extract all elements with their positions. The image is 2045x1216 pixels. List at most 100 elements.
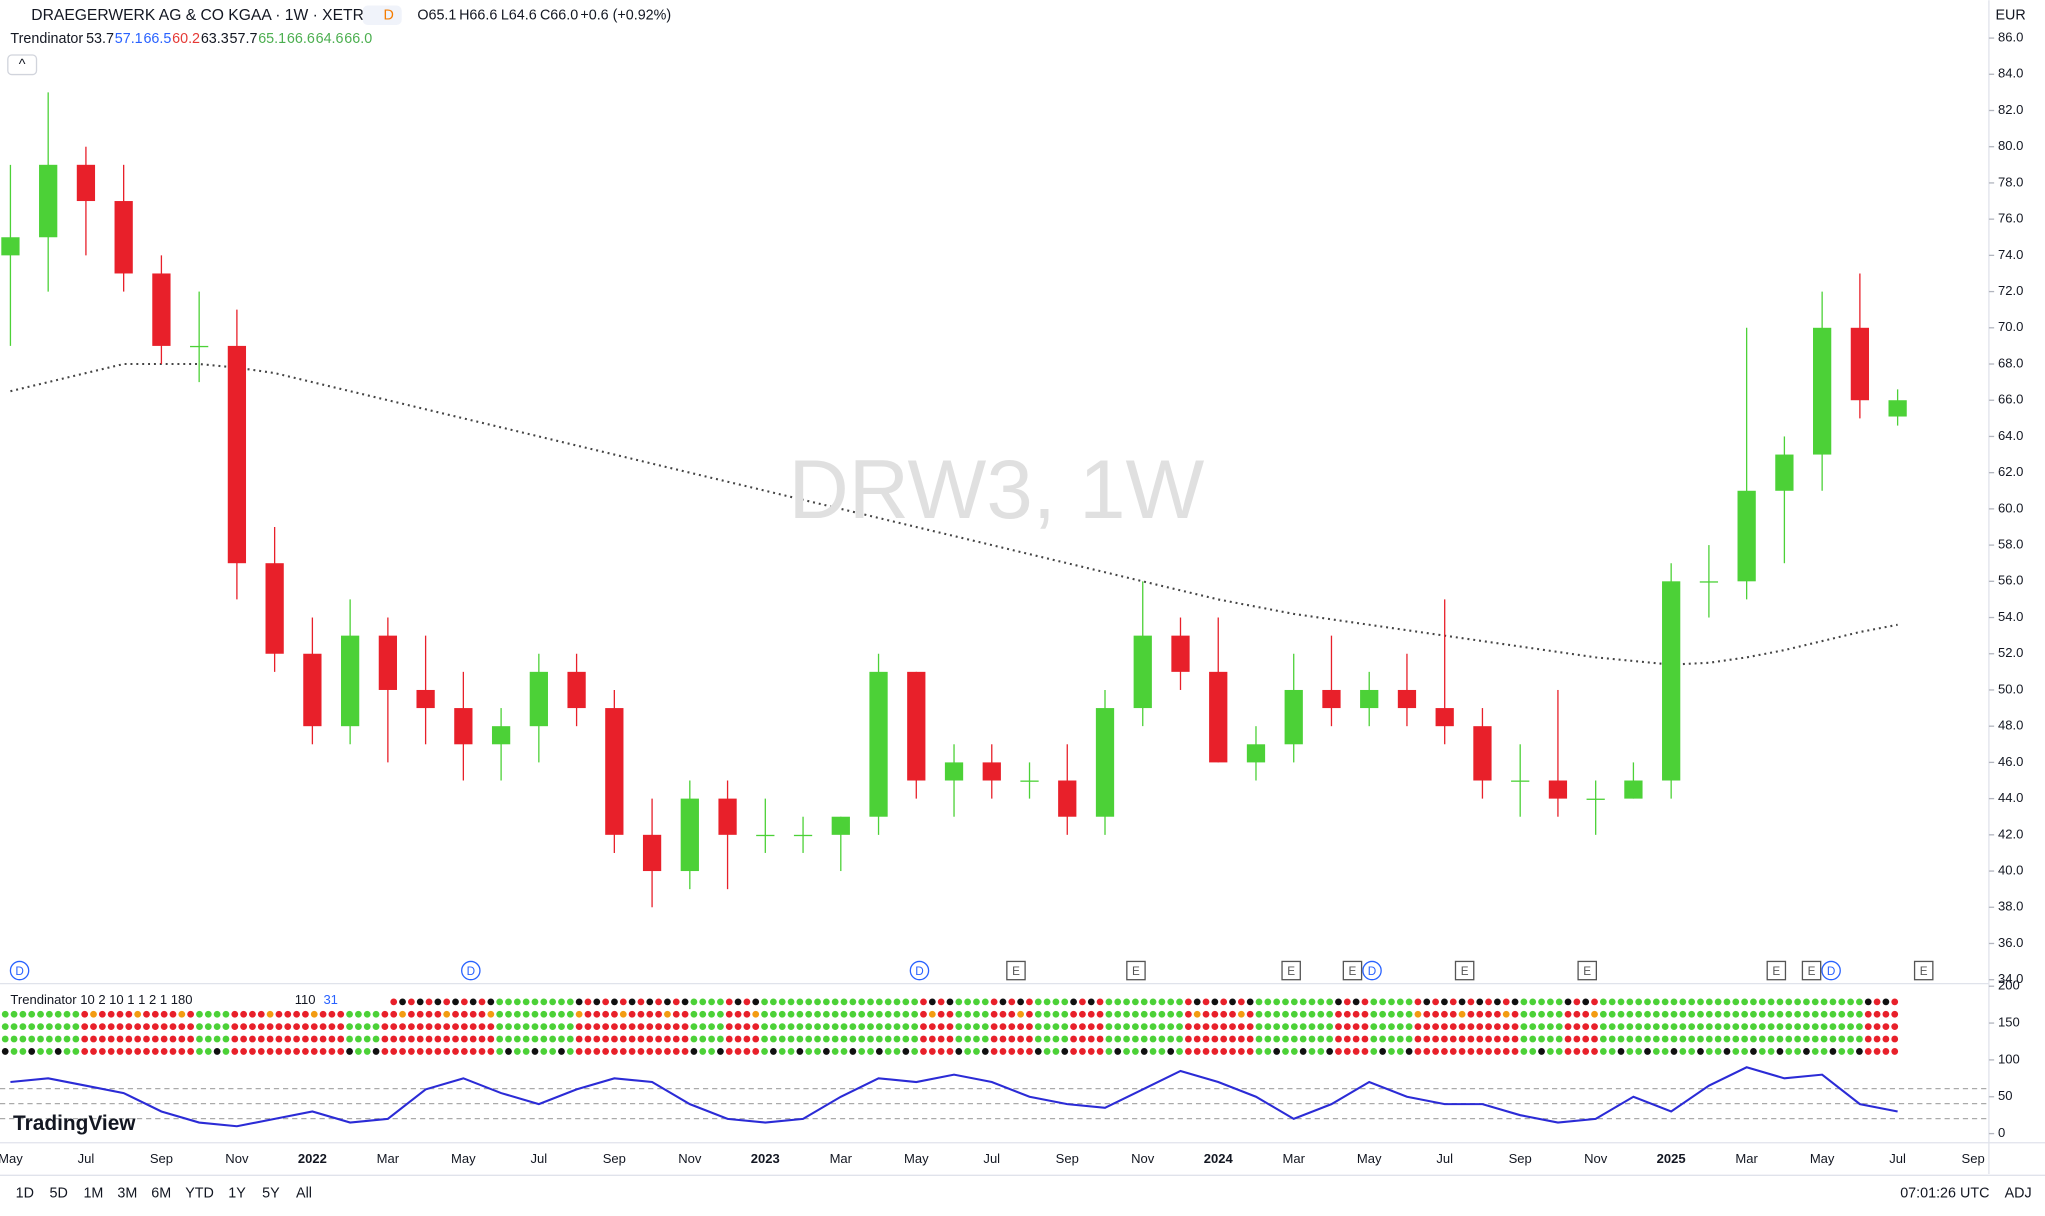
- trend-dot: [593, 1023, 601, 1031]
- trend-dot: [566, 1023, 574, 1031]
- trend-dot: [1449, 1010, 1457, 1018]
- trend-dot: [1379, 1010, 1387, 1018]
- trend-dot: [1697, 998, 1704, 1006]
- range-button[interactable]: 3M: [117, 1185, 137, 1201]
- trend-dot: [1856, 1048, 1863, 1055]
- trend-dot: [45, 1023, 53, 1031]
- collapse-button[interactable]: [7, 54, 38, 76]
- trend-dot: [1282, 1023, 1289, 1031]
- ohlc-high: H66.6: [459, 8, 497, 24]
- trend-dot: [1811, 1023, 1819, 1031]
- trend-dot: [575, 1035, 583, 1043]
- trend-dot: [814, 1048, 821, 1055]
- candle-body: [1322, 689, 1341, 709]
- range-button[interactable]: 1M: [83, 1185, 103, 1201]
- candle-body: [1, 237, 20, 256]
- trend-dot: [1105, 1023, 1113, 1031]
- trend-dot: [858, 1010, 866, 1018]
- adj-button[interactable]: ADJ: [2005, 1185, 2032, 1201]
- trend-dot: [1043, 998, 1051, 1006]
- trend-dot: [1308, 1035, 1316, 1043]
- trend-dot: [928, 1023, 936, 1031]
- trend-dot: [1741, 1048, 1749, 1055]
- trend-dot: [98, 1023, 106, 1031]
- trend-dot: [743, 1023, 751, 1031]
- candle-body: [76, 164, 96, 202]
- trend-dot: [990, 998, 998, 1006]
- trend-dot: [1370, 1048, 1378, 1055]
- trend-dot: [478, 1010, 486, 1018]
- trend-dot: [1114, 1048, 1122, 1055]
- trend-dot: [1644, 1035, 1651, 1043]
- trend-dot: [496, 1035, 504, 1043]
- trend-dot: [1326, 1048, 1334, 1055]
- trend-dot: [778, 1023, 786, 1031]
- trend-dot: [955, 1048, 963, 1055]
- trend-dot: [1132, 1023, 1139, 1031]
- trend-dot: [1644, 1023, 1651, 1031]
- trend-dot: [1361, 1048, 1369, 1055]
- trend-dot: [1670, 1048, 1678, 1055]
- range-button[interactable]: 5D: [50, 1185, 68, 1201]
- y-tick-label: 48.0: [1998, 718, 2023, 733]
- trend-dot: [646, 1048, 654, 1055]
- trend-dot: [1202, 998, 1210, 1006]
- trend-dot: [1140, 998, 1148, 1006]
- trend-dot: [946, 1023, 954, 1031]
- trend-dot: [893, 1010, 901, 1018]
- trend-dot: [1688, 998, 1696, 1006]
- range-button[interactable]: 1D: [16, 1185, 34, 1201]
- x-tick-label: 2022: [298, 1151, 327, 1166]
- trend-dot: [540, 1048, 548, 1055]
- range-button[interactable]: 6M: [151, 1185, 171, 1201]
- trend-dot: [646, 1035, 654, 1043]
- trend-dot: [1264, 998, 1272, 1006]
- trend-dot: [1343, 998, 1351, 1006]
- range-button[interactable]: 1Y: [228, 1185, 246, 1201]
- trend-dot: [434, 1010, 442, 1018]
- trend-dot: [1864, 1010, 1872, 1018]
- trend-dot: [1546, 1048, 1554, 1055]
- trend-dot: [310, 1035, 318, 1043]
- trend-dot: [911, 1035, 919, 1043]
- trend-dot: [134, 1010, 142, 1018]
- range-button[interactable]: 5Y: [262, 1185, 280, 1201]
- trend-dot: [81, 1023, 89, 1031]
- trend-dot: [522, 1035, 530, 1043]
- trend-dot: [725, 1035, 733, 1043]
- range-button[interactable]: YTD: [185, 1185, 214, 1201]
- trend-dot: [1335, 998, 1342, 1006]
- trend-dot: [884, 998, 892, 1006]
- trend-dot: [1352, 1010, 1360, 1018]
- trend-dot: [973, 1023, 980, 1031]
- legend-value: 64.6: [316, 31, 344, 47]
- trend-dot: [143, 1023, 150, 1031]
- trend-dot: [1758, 998, 1766, 1006]
- trend-dot: [1697, 1035, 1704, 1043]
- trend-dot: [381, 1035, 389, 1043]
- trend-dot: [1176, 998, 1183, 1006]
- trend-dot: [1343, 1023, 1351, 1031]
- trend-dot: [178, 1035, 186, 1043]
- trend-dot: [390, 1048, 398, 1055]
- trend-dot: [63, 1048, 71, 1055]
- trend-dot: [1538, 1023, 1545, 1031]
- osc-title: Trendinator 10 2 10 1 1 2 1 180: [10, 992, 192, 1007]
- trend-dot: [1079, 1010, 1086, 1018]
- candle-body: [1171, 635, 1190, 672]
- trend-dot: [1096, 1048, 1104, 1055]
- osc-tick-label: 50: [1998, 1088, 2013, 1103]
- trend-dot: [434, 1035, 442, 1043]
- trend-dot: [1599, 1023, 1607, 1031]
- trend-dot: [1052, 1010, 1060, 1018]
- event-label: E: [1012, 965, 1020, 978]
- range-button[interactable]: All: [296, 1185, 312, 1201]
- trend-dot: [708, 1048, 715, 1055]
- trend-dot: [1070, 998, 1077, 1006]
- trend-dot: [469, 1048, 477, 1055]
- trend-dot: [981, 1048, 989, 1055]
- trend-dot: [1176, 1023, 1183, 1031]
- trend-dot: [1290, 1010, 1298, 1018]
- trend-dot: [178, 1023, 186, 1031]
- trend-dot: [1396, 1023, 1404, 1031]
